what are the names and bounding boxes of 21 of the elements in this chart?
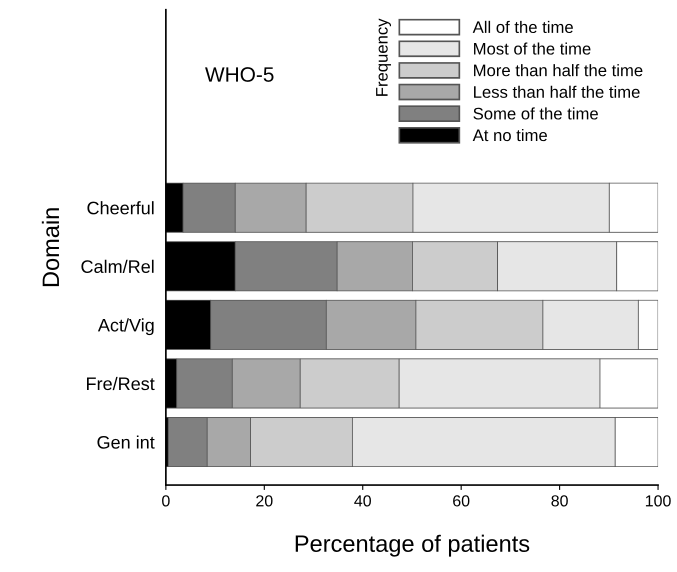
x-tick-label: 80: [551, 495, 568, 507]
chart-title: WHO-5: [205, 67, 274, 82]
x-tick-label: 100: [646, 495, 671, 507]
legend-label: More than half the time: [474, 64, 642, 76]
y-tick-label: Cheerful: [87, 201, 154, 214]
legend-label: At no time: [472, 128, 547, 142]
x-tick-label: 0: [162, 495, 170, 507]
x-tick-label: 60: [453, 495, 470, 507]
y-tick-label: Act/Vig: [98, 318, 154, 336]
x-tick-label: 20: [256, 495, 273, 507]
legend-label: Less than half the time: [474, 86, 640, 98]
legend-title: Frequency: [376, 18, 392, 96]
legend-label: Most of the time: [474, 42, 590, 55]
x-axis-title: Percentage of patients: [296, 534, 530, 557]
y-tick-label: Fre/Rest: [87, 376, 155, 390]
legend-label: Some of the time: [473, 107, 598, 120]
y-axis-title: Domain: [42, 208, 60, 286]
legend-label: All of the time: [472, 20, 573, 34]
y-tick-label: Calm/Rel: [81, 260, 154, 273]
y-tick-label: Gen int: [97, 435, 155, 449]
x-tick-label: 40: [354, 495, 371, 507]
